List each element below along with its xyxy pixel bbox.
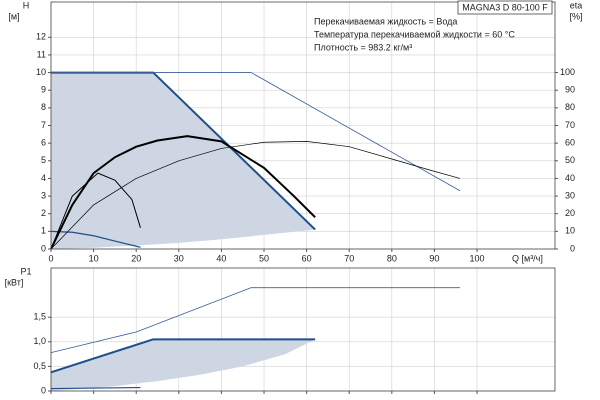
x-tick-label: 70 <box>344 253 354 263</box>
y2-tick-label: 0 <box>570 243 575 253</box>
y-tick-label: 0 <box>41 243 46 253</box>
y2-axis-label: [%] <box>569 11 582 21</box>
y2-tick-label: 60 <box>565 138 575 148</box>
y-tick-label: 0,5 <box>33 361 46 371</box>
y2-tick-label: 50 <box>565 155 575 165</box>
x-tick-label: 0 <box>48 253 53 263</box>
y-tick-label: 12 <box>36 32 46 42</box>
plot-frame <box>50 267 556 392</box>
y-tick-label: 2 <box>41 208 46 218</box>
y-tick-label: 1,5 <box>33 312 46 322</box>
x-tick-label: 90 <box>429 253 439 263</box>
curve <box>50 141 461 250</box>
curve <box>50 172 141 250</box>
x-tick-label: 20 <box>131 253 141 263</box>
y2-axis-label: eta <box>570 0 583 10</box>
y-tick-label: 9 <box>41 85 46 95</box>
x-tick-label: 10 <box>89 253 99 263</box>
y-tick-label: 10 <box>36 67 46 77</box>
y-tick-label: 1 <box>41 226 46 236</box>
y2-tick-label: 10 <box>565 226 575 236</box>
x-tick-label: 30 <box>174 253 184 263</box>
x-axis-label: Q [м³/ч] <box>512 253 543 263</box>
y2-tick-label: 40 <box>565 173 575 183</box>
annotation: Плотность = 983.2 кг/м³ <box>314 42 412 52</box>
y2-tick-label: 30 <box>565 190 575 200</box>
curve <box>50 338 316 374</box>
annotation: Температура перекачиваемой жидкости = 60… <box>314 29 515 39</box>
y-tick-label: 7 <box>41 120 46 130</box>
y2-tick-label: 20 <box>565 208 575 218</box>
curve <box>51 72 461 192</box>
y-tick-label: 1,0 <box>33 336 46 346</box>
x-tick-label: 50 <box>259 253 269 263</box>
plot-frame <box>50 1 556 250</box>
y-tick-label: 8 <box>41 102 46 112</box>
x-tick-label: 100 <box>470 253 485 263</box>
y2-tick-label: 70 <box>565 120 575 130</box>
y-axis-label: P1 <box>20 266 31 276</box>
y-tick-label: 5 <box>41 155 46 165</box>
y2-tick-label: 90 <box>565 85 575 95</box>
y2-tick-label: 80 <box>565 102 575 112</box>
annotation: Перекачиваемая жидкость = Вода <box>314 16 457 26</box>
y-axis-label: [м] <box>8 11 19 21</box>
x-tick-label: 40 <box>216 253 226 263</box>
y-tick-label: 4 <box>41 173 46 183</box>
y-tick-label: 11 <box>37 49 46 59</box>
y-axis-label: H <box>23 0 30 10</box>
y-axis-label: [кВт] <box>5 277 24 287</box>
y-tick-label: 0 <box>41 385 46 395</box>
y2-tick-label: 100 <box>560 67 575 77</box>
x-tick-label: 80 <box>387 253 397 263</box>
operating-area <box>51 339 316 391</box>
operating-area <box>51 72 316 249</box>
x-tick-label: 60 <box>302 253 312 263</box>
title-box <box>457 0 553 15</box>
chart-title: MAGNA3 D 80-100 F <box>462 2 548 12</box>
curve <box>50 386 141 390</box>
curve <box>50 287 460 354</box>
y-tick-label: 6 <box>41 138 46 148</box>
y-tick-label: 3 <box>41 190 46 200</box>
curve <box>50 230 141 248</box>
